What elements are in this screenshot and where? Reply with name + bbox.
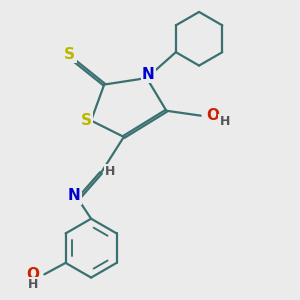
- Text: N: N: [68, 188, 80, 203]
- Text: H: H: [219, 115, 230, 128]
- Text: S: S: [64, 47, 75, 62]
- Text: H: H: [105, 165, 115, 178]
- Text: O: O: [26, 267, 39, 282]
- Text: O: O: [207, 108, 220, 123]
- Text: S: S: [81, 113, 92, 128]
- Text: N: N: [142, 67, 155, 82]
- Text: H: H: [28, 278, 38, 291]
